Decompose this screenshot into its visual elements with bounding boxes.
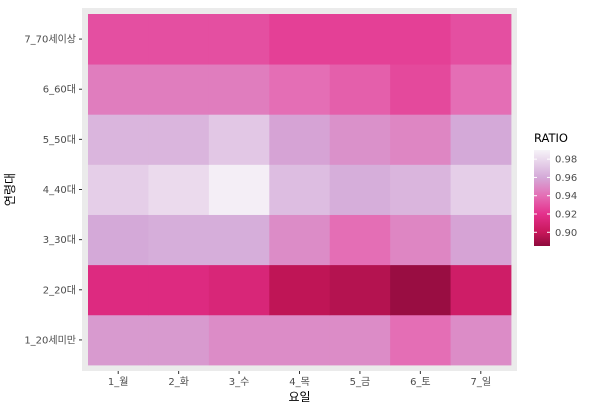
x-tick-label: 6_토 [410,377,431,388]
heatmap-cell [269,64,331,115]
heatmap-cell [450,164,512,215]
x-tick-label: 7_일 [471,376,492,388]
heatmap-cell [88,214,149,266]
x-tick-label: 1_월 [108,376,129,388]
heatmap-cell [390,114,451,165]
heatmap-cell [390,314,451,366]
heatmap-cell [390,264,451,316]
x-axis-ticks: 1_월 2_화 3_수 4_목 5_금 6_토 7_일 [108,371,491,388]
heatmap-cell [208,64,270,115]
heatmap-cell [450,214,512,266]
heatmap-cell [329,64,391,115]
heatmap-cell [148,114,210,165]
heatmap-cell [269,114,331,165]
heatmap-cell [88,264,149,316]
x-axis-title: 요일 [288,390,310,404]
x-tick-label: 3_수 [229,376,250,388]
legend-tick-label: 0.90 [555,228,577,239]
y-tick-label: 1_20세미만 [24,334,76,346]
heatmap-cell [148,164,210,215]
heatmap-cell [269,214,331,266]
heatmap-cell [329,114,391,165]
heatmap-cell [450,264,512,316]
x-tick-label: 5_금 [350,376,371,388]
legend-ticks: 0.90 0.92 0.94 0.96 0.98 [534,155,577,239]
heatmap-cell [88,114,149,165]
heatmap-cell [88,14,149,65]
heatmap-cell [329,264,391,316]
heatmap-cell [329,164,391,215]
legend-tick-label: 0.96 [555,173,577,184]
heatmap-cell [88,314,149,366]
color-legend: RATIO 0.90 0.92 0.94 0.96 0.98 [534,131,577,246]
heatmap-cell [390,214,451,266]
y-tick-label: 7_70세이상 [24,34,76,46]
heatmap-cell [329,314,391,366]
legend-tick-label: 0.98 [555,155,577,166]
x-tick-label: 2_화 [168,376,189,388]
heatmap-cell [450,64,512,115]
heatmap-cell [208,114,270,165]
heatmap-cells [88,14,512,366]
heatmap-cell [450,314,512,366]
heatmap-cell [88,164,149,215]
heatmap-cell [148,214,210,266]
legend-tick-label: 0.92 [555,210,577,221]
heatmap-cell [390,164,451,215]
heatmap-cell [148,264,210,316]
y-tick-label: 3_30대 [43,234,76,246]
y-axis-title: 연령대 [3,173,17,206]
heatmap-cell [269,264,331,316]
heatmap-cell [390,64,451,115]
y-axis-ticks: 1_20세미만 2_20대 3_30대 4_40대 5_50대 6_60대 7_70세이상 [24,34,82,346]
heatmap-cell [88,64,149,115]
y-tick-label: 5_50대 [43,134,76,146]
x-tick-label: 4_목 [289,376,310,388]
y-tick-label: 2_20대 [43,284,76,296]
heatmap-cell [269,164,331,215]
heatmap-cell [148,14,210,65]
heatmap-cell [208,14,270,65]
heatmap-cell [269,14,331,65]
heatmap-cell [450,14,512,65]
heatmap-cell [148,314,210,366]
heatmap-cell [208,214,270,266]
heatmap-cell [208,264,270,316]
legend-colorbar [534,150,550,246]
heatmap-cell [390,14,451,65]
y-tick-label: 4_40대 [43,184,76,196]
legend-title: RATIO [534,131,568,145]
y-tick-label: 6_60대 [43,84,76,96]
heatmap-cell [148,64,210,115]
heatmap-cell [208,164,270,215]
heatmap-cell [269,314,331,366]
heatmap-cell [329,14,391,65]
heatmap-cell [208,314,270,366]
heatmap-cell [450,114,512,165]
legend-tick-label: 0.94 [555,191,577,202]
heatmap-cell [329,214,391,266]
